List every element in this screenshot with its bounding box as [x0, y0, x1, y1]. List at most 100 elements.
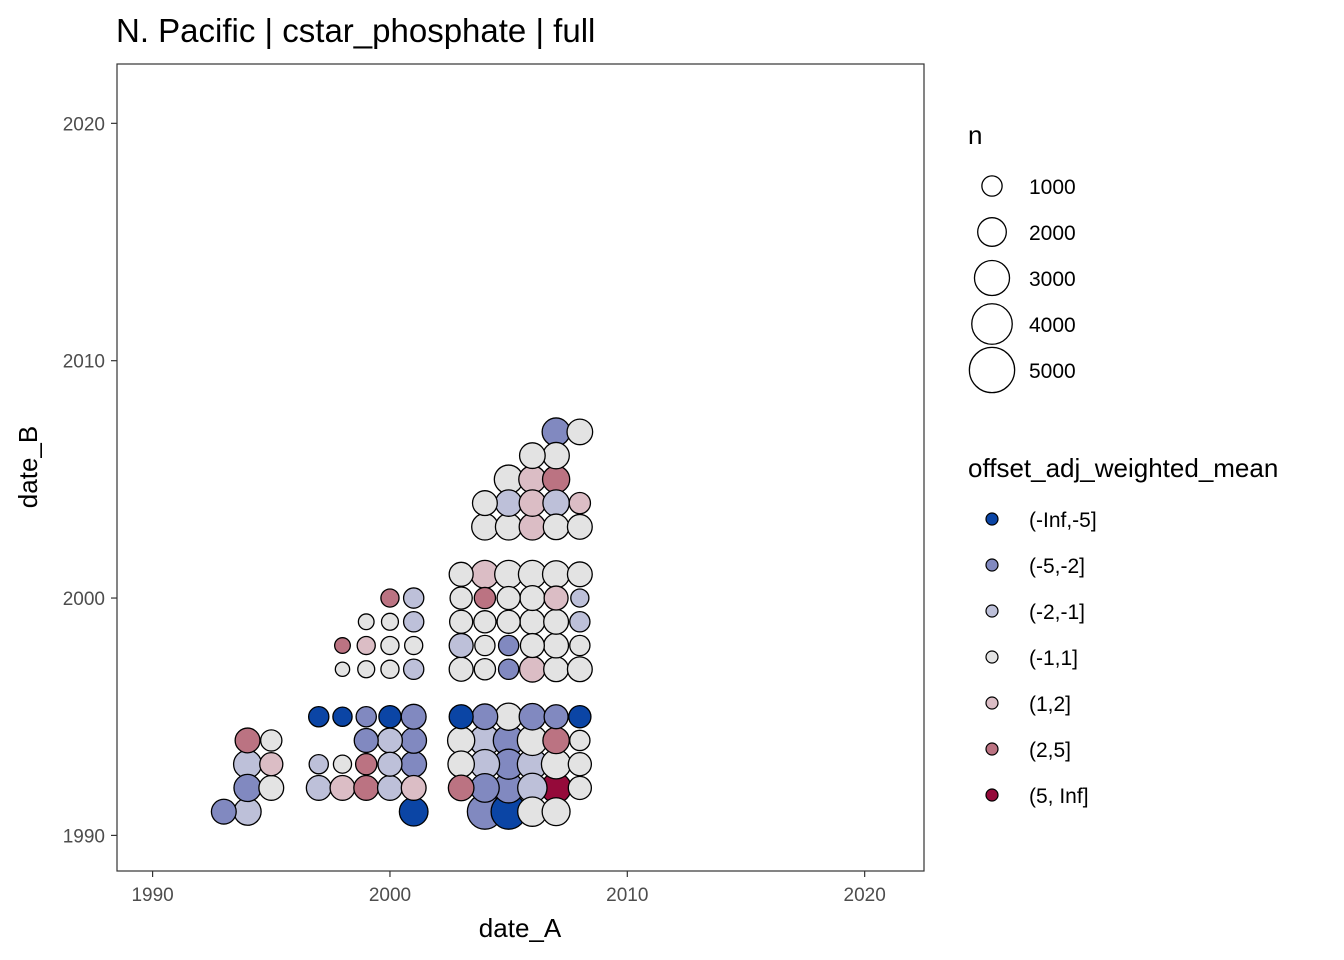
color-legend-label: (5, Inf]: [1029, 785, 1089, 808]
data-point: [518, 655, 546, 683]
data-point: [260, 729, 283, 752]
data-point: [518, 489, 547, 517]
data-point: [448, 561, 474, 587]
data-point: [518, 442, 546, 470]
size-legend-label: 4000: [1029, 314, 1076, 337]
data-point: [353, 774, 380, 801]
data-point: [566, 656, 593, 683]
color-legend-key: [985, 558, 999, 572]
data-point: [400, 774, 427, 801]
data-point: [329, 774, 356, 801]
color-legend-key: [985, 696, 999, 710]
data-point: [448, 704, 474, 730]
data-point: [380, 588, 400, 608]
data-point: [566, 418, 594, 446]
chart-title: N. Pacific | cstar_phosphate | full: [116, 12, 595, 49]
data-point: [543, 632, 570, 659]
data-point: [566, 561, 593, 588]
color-legend-key: [985, 742, 999, 756]
data-point: [305, 774, 332, 801]
data-point: [447, 750, 476, 779]
data-point: [357, 613, 375, 631]
data-point: [402, 611, 425, 633]
data-point: [519, 632, 545, 659]
color-legend-label: (1,2]: [1029, 693, 1071, 716]
size-legend-label: 2000: [1029, 222, 1076, 245]
color-legend-title: offset_adj_weighted_mean: [968, 453, 1278, 483]
y-axis-title: date_B: [13, 426, 43, 508]
data-point: [497, 634, 520, 657]
color-legend-label: (2,5]: [1029, 739, 1071, 762]
data-point: [380, 635, 400, 656]
data-point: [307, 705, 330, 728]
data-point: [473, 657, 497, 681]
data-point: [471, 703, 499, 731]
data-point: [259, 752, 284, 777]
data-point: [541, 417, 571, 447]
size-legend-label: 5000: [1029, 360, 1076, 383]
data-point: [518, 465, 547, 494]
size-legend-title: n: [968, 120, 982, 150]
data-point: [403, 635, 424, 656]
size-legend: 1000 2000 3000 4000 5000: [968, 175, 1076, 394]
data-point: [541, 465, 571, 494]
data-point: [402, 587, 425, 609]
x-tick-label: 2000: [369, 885, 411, 906]
data-point: [357, 660, 376, 679]
data-point: [542, 726, 570, 755]
data-point: [542, 513, 570, 541]
data-point: [568, 491, 592, 515]
data-point: [380, 659, 400, 679]
data-point: [543, 585, 569, 611]
data-point: [448, 609, 474, 634]
size-legend-key: [981, 175, 1003, 197]
data-point: [566, 513, 593, 540]
y-tick-label: 2010: [63, 352, 105, 373]
color-legend-label: (-1,1]: [1029, 647, 1078, 670]
data-point: [567, 752, 593, 777]
data-point: [446, 726, 476, 755]
size-legend-key: [973, 259, 1011, 297]
data-point: [448, 656, 474, 682]
data-point: [543, 608, 570, 635]
data-point: [380, 612, 400, 631]
data-point: [354, 752, 378, 776]
data-point: [518, 512, 547, 541]
data-point: [473, 586, 497, 610]
color-legend-key: [985, 650, 999, 664]
size-legend-key: [977, 217, 1007, 247]
data-point: [497, 658, 520, 681]
data-point: [494, 512, 523, 541]
y-tick-label: 2020: [63, 114, 105, 135]
size-legend-label: 3000: [1029, 268, 1076, 291]
data-point: [542, 441, 570, 470]
data-point: [234, 727, 261, 754]
data-point: [332, 754, 353, 774]
y-tick-label: 1990: [63, 826, 105, 847]
data-point: [355, 705, 377, 728]
size-legend-key: [971, 303, 1013, 345]
x-axis-title: date_A: [479, 913, 562, 943]
data-point: [448, 632, 474, 659]
color-legend-label: (-Inf,-5]: [1029, 509, 1097, 532]
data-point: [543, 704, 569, 730]
data-point: [378, 704, 402, 729]
data-point: [496, 609, 521, 634]
data-point: [541, 797, 571, 827]
color-legend-key: [985, 512, 999, 526]
data-point: [233, 797, 262, 826]
data-point: [353, 727, 379, 754]
data-point: [569, 729, 591, 752]
color-legend-key: [985, 788, 999, 802]
data-point: [334, 661, 351, 678]
data-point: [471, 512, 499, 541]
data-point: [398, 796, 429, 827]
data-point: [569, 611, 591, 633]
data-point: [542, 489, 570, 517]
color-legend-label: (-5,-2]: [1029, 555, 1085, 578]
data-point: [258, 774, 285, 801]
data-point: [570, 588, 590, 608]
x-tick-label: 2010: [606, 885, 648, 906]
data-point: [469, 772, 500, 803]
